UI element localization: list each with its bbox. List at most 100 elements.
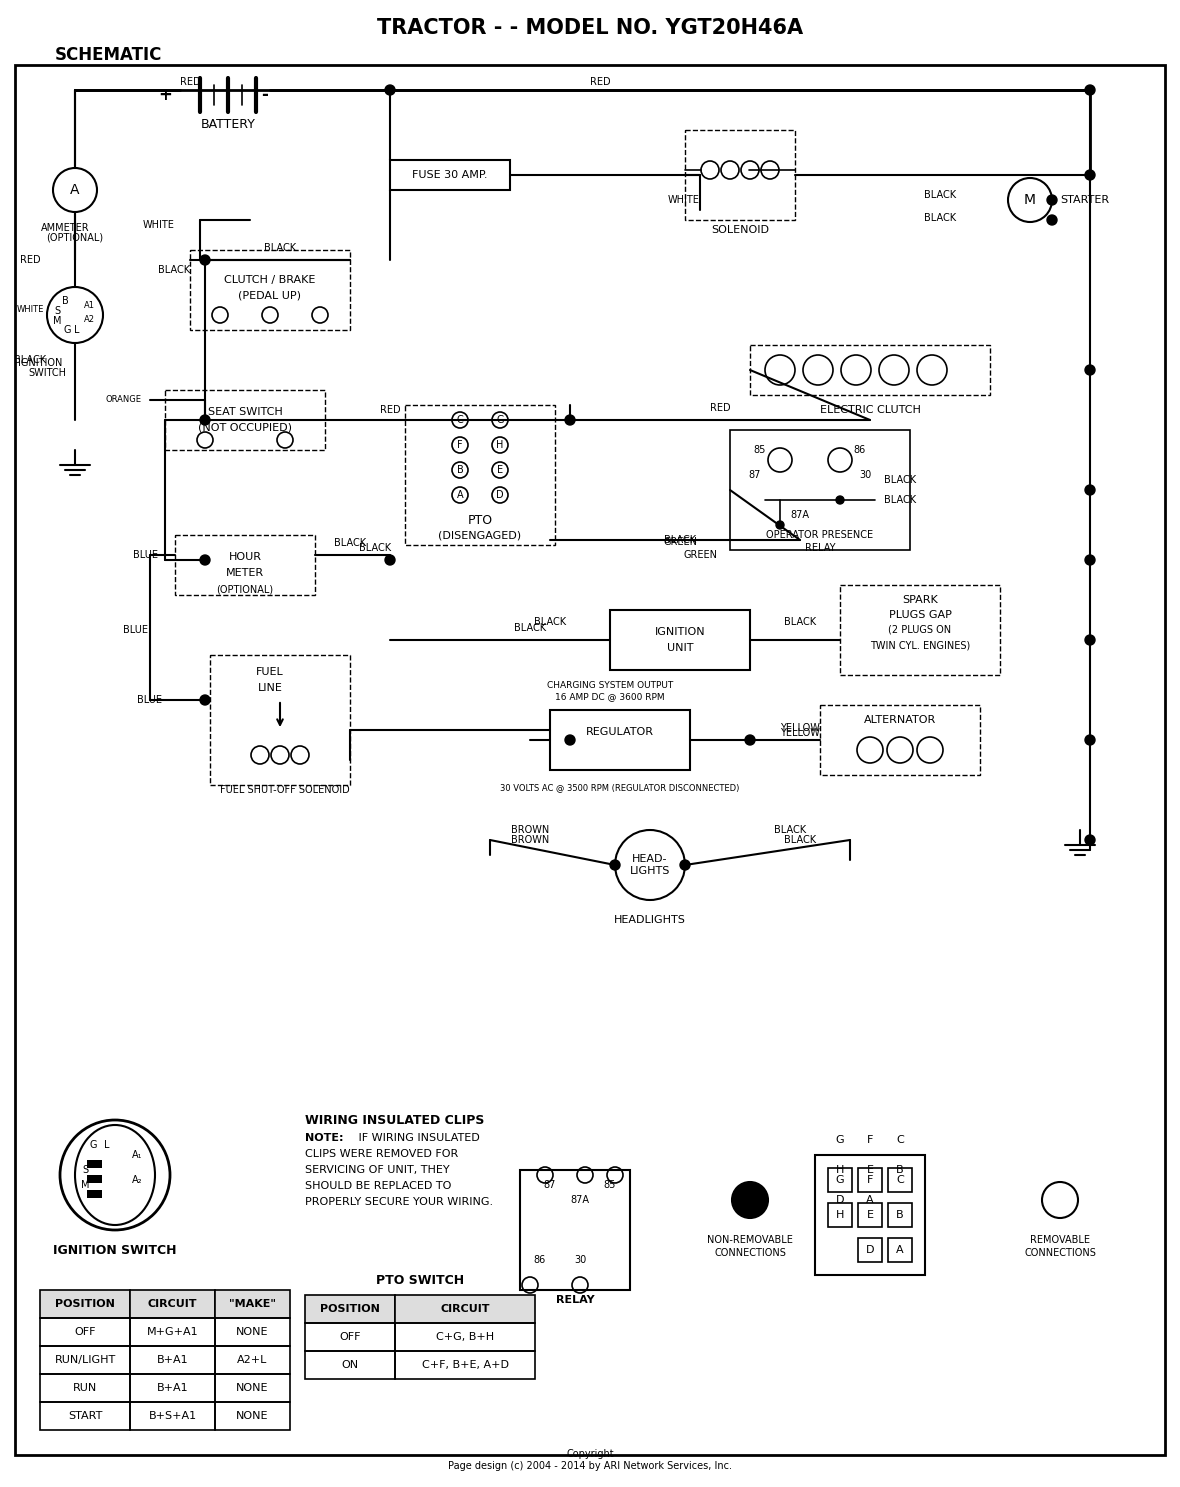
Text: 86: 86: [854, 445, 866, 455]
Text: START: START: [67, 1411, 103, 1422]
Text: D: D: [866, 1245, 874, 1255]
Bar: [304, 1323, 395, 1352]
Text: 87: 87: [749, 470, 761, 480]
Text: ELECTRIC CLUTCH: ELECTRIC CLUTCH: [820, 404, 920, 415]
Text: IGNITION SWITCH: IGNITION SWITCH: [53, 1243, 177, 1257]
Text: +: +: [158, 86, 172, 104]
Text: (DISENGAGED): (DISENGAGED): [439, 529, 522, 540]
Text: B+S+A1: B+S+A1: [149, 1411, 197, 1422]
Bar: [130, 1291, 215, 1317]
Bar: [828, 1203, 852, 1227]
Text: A2+L: A2+L: [237, 1355, 268, 1365]
Text: H: H: [497, 440, 504, 451]
Text: RUN/LIGHT: RUN/LIGHT: [54, 1355, 116, 1365]
Text: IGNITION: IGNITION: [655, 628, 706, 636]
Bar: [750, 345, 990, 396]
Text: SWITCH: SWITCH: [28, 367, 66, 378]
Bar: [40, 1346, 130, 1374]
Text: G: G: [835, 1175, 845, 1185]
Text: C+G, B+H: C+G, B+H: [435, 1332, 494, 1341]
Text: BLACK: BLACK: [158, 265, 190, 275]
Text: C: C: [896, 1175, 904, 1185]
Text: NONE: NONE: [236, 1383, 269, 1393]
Bar: [405, 404, 555, 546]
Bar: [215, 1346, 290, 1374]
Text: HOUR: HOUR: [229, 552, 262, 562]
Text: RED: RED: [709, 403, 730, 413]
Text: C+F, B+E, A+D: C+F, B+E, A+D: [421, 1361, 509, 1370]
Text: CONNECTIONS: CONNECTIONS: [714, 1248, 786, 1258]
Bar: [730, 430, 910, 550]
Text: A2: A2: [84, 315, 94, 324]
Circle shape: [732, 1182, 768, 1218]
Bar: [889, 1203, 912, 1227]
Circle shape: [1084, 170, 1095, 180]
Text: A: A: [866, 1196, 874, 1204]
Bar: [215, 1374, 290, 1402]
Text: PLUGS GAP: PLUGS GAP: [889, 610, 951, 620]
Text: 87A: 87A: [570, 1196, 590, 1204]
Text: HEAD-
LIGHTS: HEAD- LIGHTS: [630, 854, 670, 876]
Text: WHITE: WHITE: [668, 195, 700, 205]
Circle shape: [199, 555, 210, 565]
Text: 16 AMP DC @ 3600 RPM: 16 AMP DC @ 3600 RPM: [555, 693, 664, 702]
Ellipse shape: [76, 1126, 155, 1225]
Text: BLACK: BLACK: [264, 242, 296, 253]
Bar: [87, 1175, 101, 1184]
Circle shape: [1084, 555, 1095, 565]
Text: 86: 86: [533, 1255, 546, 1265]
Text: GREEN: GREEN: [663, 537, 697, 547]
Bar: [190, 250, 350, 330]
Text: B+A1: B+A1: [157, 1383, 189, 1393]
Text: BLACK: BLACK: [884, 474, 916, 485]
Bar: [395, 1323, 535, 1352]
Text: CONNECTIONS: CONNECTIONS: [1024, 1248, 1096, 1258]
Text: 30: 30: [573, 1255, 586, 1265]
Bar: [130, 1346, 215, 1374]
Text: FUEL SHUT-OFF SOLENOID: FUEL SHUT-OFF SOLENOID: [219, 785, 349, 796]
Text: WIRING INSULATED CLIPS: WIRING INSULATED CLIPS: [304, 1114, 484, 1127]
Text: FUEL: FUEL: [256, 668, 284, 677]
Text: D: D: [835, 1196, 844, 1204]
Circle shape: [1084, 485, 1095, 495]
Bar: [87, 1190, 101, 1199]
Text: PTO SWITCH: PTO SWITCH: [376, 1273, 464, 1286]
Text: BLACK: BLACK: [359, 543, 391, 553]
Text: IGNITION: IGNITION: [18, 358, 63, 367]
Text: GREEN: GREEN: [683, 550, 717, 561]
Text: BATTERY: BATTERY: [201, 119, 255, 131]
Text: SOLENOID: SOLENOID: [712, 225, 769, 235]
Text: B: B: [896, 1210, 904, 1219]
Text: B: B: [61, 296, 68, 306]
Bar: [130, 1317, 215, 1346]
Text: Copyright
Page design (c) 2004 - 2014 by ARI Network Services, Inc.: Copyright Page design (c) 2004 - 2014 by…: [448, 1450, 732, 1471]
Text: METER: METER: [225, 568, 264, 578]
Text: NONE: NONE: [236, 1326, 269, 1337]
Text: A: A: [457, 491, 464, 500]
Text: ALTERNATOR: ALTERNATOR: [864, 715, 936, 726]
Text: -: -: [262, 86, 268, 104]
Bar: [40, 1374, 130, 1402]
Text: A₁: A₁: [132, 1149, 143, 1160]
Text: E: E: [497, 465, 503, 474]
Bar: [858, 1203, 881, 1227]
Circle shape: [1047, 195, 1057, 205]
Text: B: B: [896, 1164, 904, 1175]
Text: POSITION: POSITION: [55, 1300, 114, 1309]
Text: S: S: [54, 306, 60, 317]
Circle shape: [745, 735, 755, 745]
Text: B+A1: B+A1: [157, 1355, 189, 1365]
Circle shape: [385, 85, 395, 95]
Text: LINE: LINE: [257, 683, 282, 693]
Text: M: M: [80, 1181, 90, 1190]
Circle shape: [1084, 364, 1095, 375]
Bar: [215, 1291, 290, 1317]
Bar: [304, 1352, 395, 1378]
Text: BLACK: BLACK: [924, 213, 956, 223]
Bar: [686, 129, 795, 220]
Text: SCHEMATIC: SCHEMATIC: [55, 46, 163, 64]
Bar: [40, 1402, 130, 1430]
Text: YELLOW: YELLOW: [780, 723, 820, 733]
Text: NON-REMOVABLE: NON-REMOVABLE: [707, 1236, 793, 1245]
Text: OFF: OFF: [340, 1332, 361, 1341]
